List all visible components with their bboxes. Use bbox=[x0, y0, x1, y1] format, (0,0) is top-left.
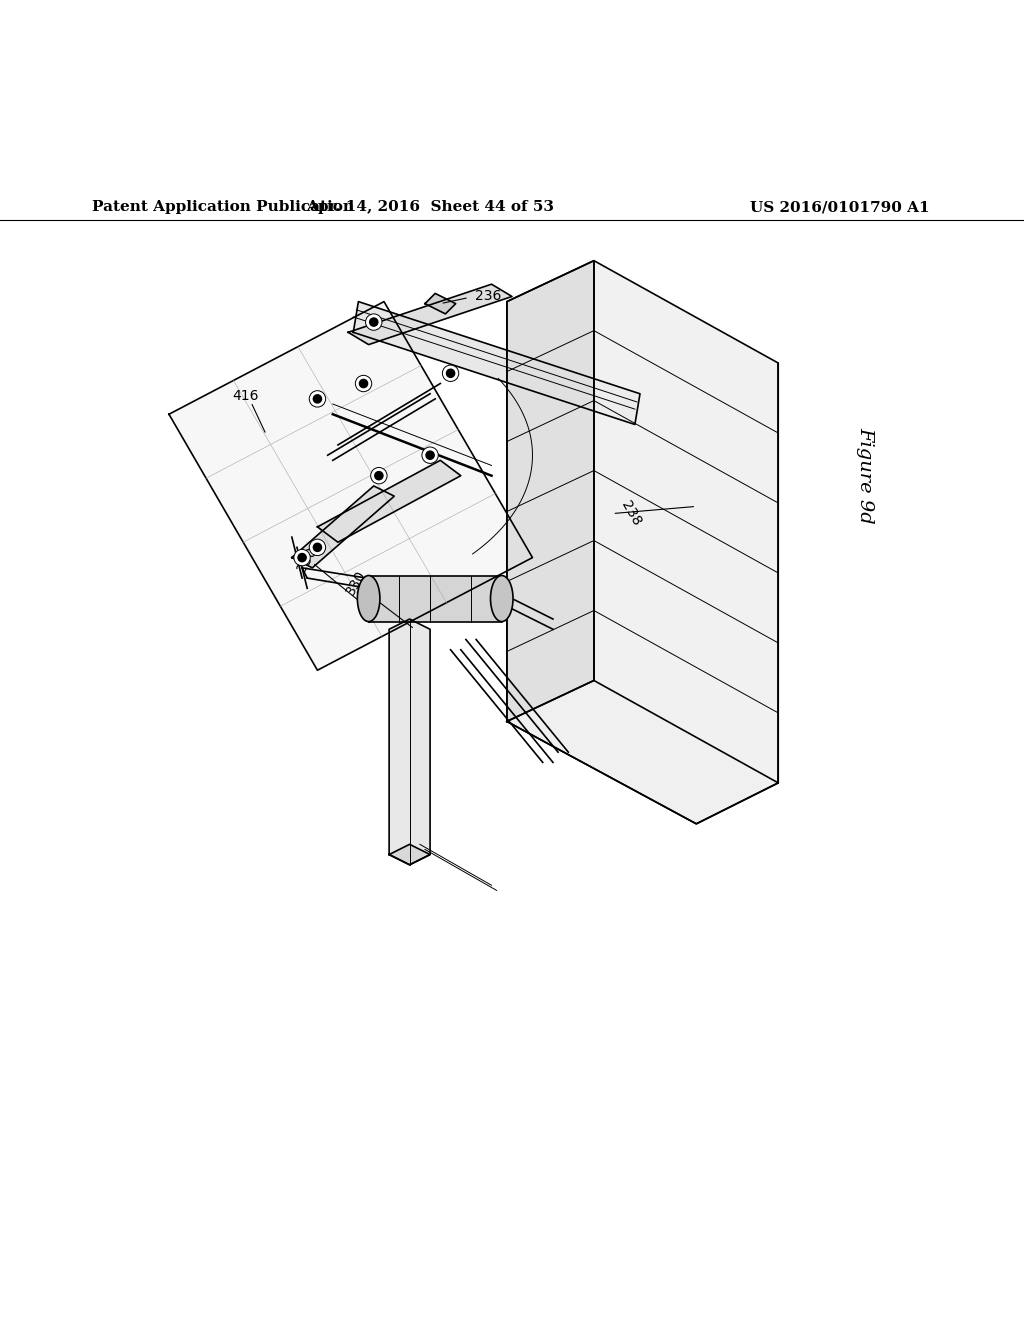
Circle shape bbox=[446, 370, 455, 378]
Polygon shape bbox=[353, 301, 640, 425]
Circle shape bbox=[355, 375, 372, 392]
Circle shape bbox=[313, 544, 322, 552]
Ellipse shape bbox=[357, 576, 380, 622]
Circle shape bbox=[442, 366, 459, 381]
Text: Apr. 14, 2016  Sheet 44 of 53: Apr. 14, 2016 Sheet 44 of 53 bbox=[306, 201, 554, 214]
Polygon shape bbox=[169, 301, 532, 671]
Polygon shape bbox=[317, 461, 461, 543]
Text: Figure 9d: Figure 9d bbox=[856, 428, 874, 524]
Polygon shape bbox=[389, 845, 430, 865]
Text: Patent Application Publication: Patent Application Publication bbox=[92, 201, 354, 214]
Circle shape bbox=[426, 451, 434, 459]
Polygon shape bbox=[507, 260, 594, 722]
Polygon shape bbox=[389, 619, 430, 865]
Circle shape bbox=[294, 549, 310, 566]
Circle shape bbox=[375, 471, 383, 479]
Text: 238: 238 bbox=[618, 499, 644, 528]
Polygon shape bbox=[425, 293, 456, 314]
Circle shape bbox=[313, 395, 322, 403]
Circle shape bbox=[371, 467, 387, 484]
Circle shape bbox=[422, 447, 438, 463]
Text: 330: 330 bbox=[344, 568, 369, 597]
Circle shape bbox=[359, 379, 368, 388]
Polygon shape bbox=[292, 486, 394, 568]
Polygon shape bbox=[369, 576, 502, 622]
Circle shape bbox=[309, 391, 326, 407]
Circle shape bbox=[298, 553, 306, 562]
Circle shape bbox=[370, 318, 378, 326]
Text: 236: 236 bbox=[475, 289, 502, 304]
Ellipse shape bbox=[490, 576, 513, 622]
Text: US 2016/0101790 A1: US 2016/0101790 A1 bbox=[750, 201, 930, 214]
Text: 416: 416 bbox=[232, 389, 259, 403]
Polygon shape bbox=[348, 284, 512, 345]
Circle shape bbox=[309, 539, 326, 556]
Polygon shape bbox=[507, 681, 778, 824]
Polygon shape bbox=[507, 260, 778, 824]
Circle shape bbox=[366, 314, 382, 330]
Text: 230: 230 bbox=[295, 545, 319, 574]
